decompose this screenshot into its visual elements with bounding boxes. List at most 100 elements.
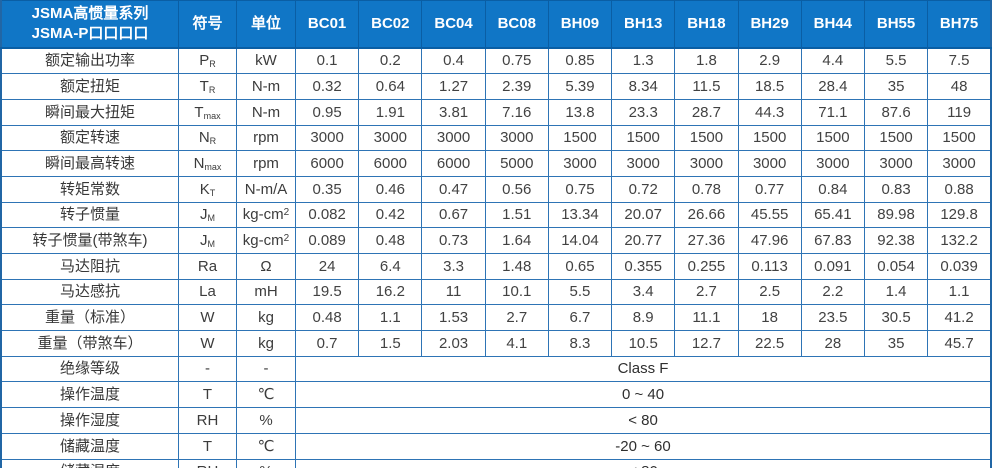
col-header-unit: 单位 (236, 0, 296, 49)
cell-bc08: 10.1 (484, 278, 549, 306)
symbol-subscript: T (209, 187, 216, 198)
col-header-model-bh75: BH75 (927, 0, 992, 49)
cell-bh18: 0.78 (674, 175, 739, 203)
row-symbol: La (178, 278, 237, 306)
symbol-subscript: M (207, 213, 216, 224)
row-merged-value: 0 ~ 40 (295, 381, 992, 409)
cell-bc08: 1.64 (484, 227, 549, 254)
cell-bh55: 35 (863, 330, 929, 357)
cell-bh18: 3000 (674, 150, 739, 177)
cell-bc04: 0.67 (421, 201, 486, 229)
cell-bh75: 41.2 (927, 304, 992, 332)
cell-bh18: 26.66 (674, 201, 739, 229)
cell-bh13: 8.34 (611, 73, 676, 100)
row-merged-value: < 80 (295, 458, 992, 468)
cell-bh55: 0.054 (863, 253, 929, 280)
cell-bc01: 0.1 (294, 46, 360, 75)
table-row: 瞬间最大扭矩 Tmax N-m 0.95 1.91 3.81 7.16 13.8 23.3 28.… (0, 98, 992, 126)
cell-bh13: 20.77 (611, 227, 676, 254)
row-label: 额定输出功率 (0, 46, 179, 75)
cell-bh18: 1.8 (674, 46, 739, 75)
row-unit: % (236, 407, 296, 434)
row-symbol: Ra (178, 253, 237, 280)
table-row: 转子惯量 JM kg-cm2 0.082 0.42 0.67 1.51 13.34 20.07 2… (0, 201, 992, 229)
unit-superscript: 2 (283, 207, 290, 219)
row-unit: kg (236, 304, 296, 332)
table-title-line1: JSMA高惯量系列 (31, 4, 149, 22)
col-header-model-bc04: BC04 (421, 0, 486, 49)
cell-bh55: 1.4 (863, 278, 929, 306)
cell-bh29: 1500 (737, 124, 802, 152)
row-symbol: T (178, 381, 237, 409)
cell-bc08: 7.16 (484, 98, 549, 126)
cell-bc04: 3.3 (421, 253, 486, 280)
row-unit: % (236, 458, 296, 468)
row-label: 转矩常数 (0, 175, 179, 203)
row-symbol: JM (178, 201, 237, 229)
cell-bc02: 16.2 (358, 278, 423, 306)
row-merged-value: Class F (295, 355, 992, 383)
symbol-subscript: max (204, 161, 222, 172)
cell-bh75: 48 (927, 73, 992, 100)
row-symbol: NR (178, 124, 237, 152)
cell-bh13: 10.5 (611, 330, 676, 357)
cell-bc08: 5000 (484, 150, 549, 177)
cell-bc01: 24 (294, 253, 360, 280)
cell-bh29: 22.5 (737, 330, 802, 357)
row-label: 储藏湿度 (0, 458, 179, 468)
row-symbol: T (178, 432, 237, 460)
cell-bc08: 4.1 (484, 330, 549, 357)
cell-bh09: 13.34 (547, 201, 613, 229)
cell-bh55: 3000 (863, 150, 929, 177)
cell-bh29: 0.113 (737, 253, 802, 280)
col-header-model-bh44: BH44 (800, 0, 865, 49)
cell-bc04: 1.27 (421, 73, 486, 100)
cell-bh13: 0.355 (611, 253, 676, 280)
cell-bh75: 129.8 (927, 201, 992, 229)
cell-bh09: 3000 (547, 150, 613, 177)
cell-bc04: 3000 (421, 124, 486, 152)
col-header-model-bc08: BC08 (484, 0, 549, 49)
row-symbol: - (178, 355, 237, 383)
row-symbol: TR (178, 73, 237, 100)
table-row: 操作湿度 RH% < 80 (0, 407, 992, 434)
cell-bh44: 0.84 (800, 175, 865, 203)
row-unit: N-m (236, 73, 296, 100)
cell-bh75: 1.1 (927, 278, 992, 306)
cell-bh09: 5.39 (547, 73, 613, 100)
cell-bh75: 132.2 (927, 227, 992, 254)
cell-bh13: 3000 (611, 150, 676, 177)
row-merged-value: < 80 (295, 407, 992, 434)
table-row: 绝缘等级 - - Class F (0, 355, 992, 383)
cell-bh29: 47.96 (737, 227, 802, 254)
row-merged-value: -20 ~ 60 (295, 432, 992, 460)
table-row: 转矩常数 KT N-m/A 0.35 0.46 0.47 0.56 0.75 0.72 0.78 0… (0, 175, 992, 203)
cell-bh18: 1500 (674, 124, 739, 152)
cell-bh29: 44.3 (737, 98, 802, 126)
cell-bh13: 1.3 (611, 46, 676, 75)
cell-bc01: 3000 (294, 124, 360, 152)
cell-bc08: 1.51 (484, 201, 549, 229)
row-label: 马达阻抗 (0, 253, 179, 280)
row-label: 操作湿度 (0, 407, 179, 434)
cell-bc08: 3000 (484, 124, 549, 152)
cell-bh09: 1500 (547, 124, 613, 152)
row-unit: ℃ (236, 432, 296, 460)
cell-bh44: 23.5 (800, 304, 865, 332)
cell-bh29: 3000 (737, 150, 802, 177)
table-row: 马达阻抗 Ra Ω 24 6.4 3.3 1.48 0.65 0.355 0.255 0.113 0.… (0, 253, 992, 280)
cell-bh44: 0.091 (800, 253, 865, 280)
row-label: 额定转速 (0, 124, 179, 152)
cell-bc08: 0.75 (484, 46, 549, 75)
cell-bh18: 28.7 (674, 98, 739, 126)
cell-bh55: 5.5 (863, 46, 929, 75)
cell-bh29: 0.77 (737, 175, 802, 203)
table-title-line2: JSMA-P口口口口 (31, 24, 149, 42)
cell-bh75: 0.88 (927, 175, 992, 203)
cell-bc04: 1.53 (421, 304, 486, 332)
cell-bc01: 0.35 (294, 175, 360, 203)
cell-bh09: 8.3 (547, 330, 613, 357)
cell-bh09: 0.65 (547, 253, 613, 280)
